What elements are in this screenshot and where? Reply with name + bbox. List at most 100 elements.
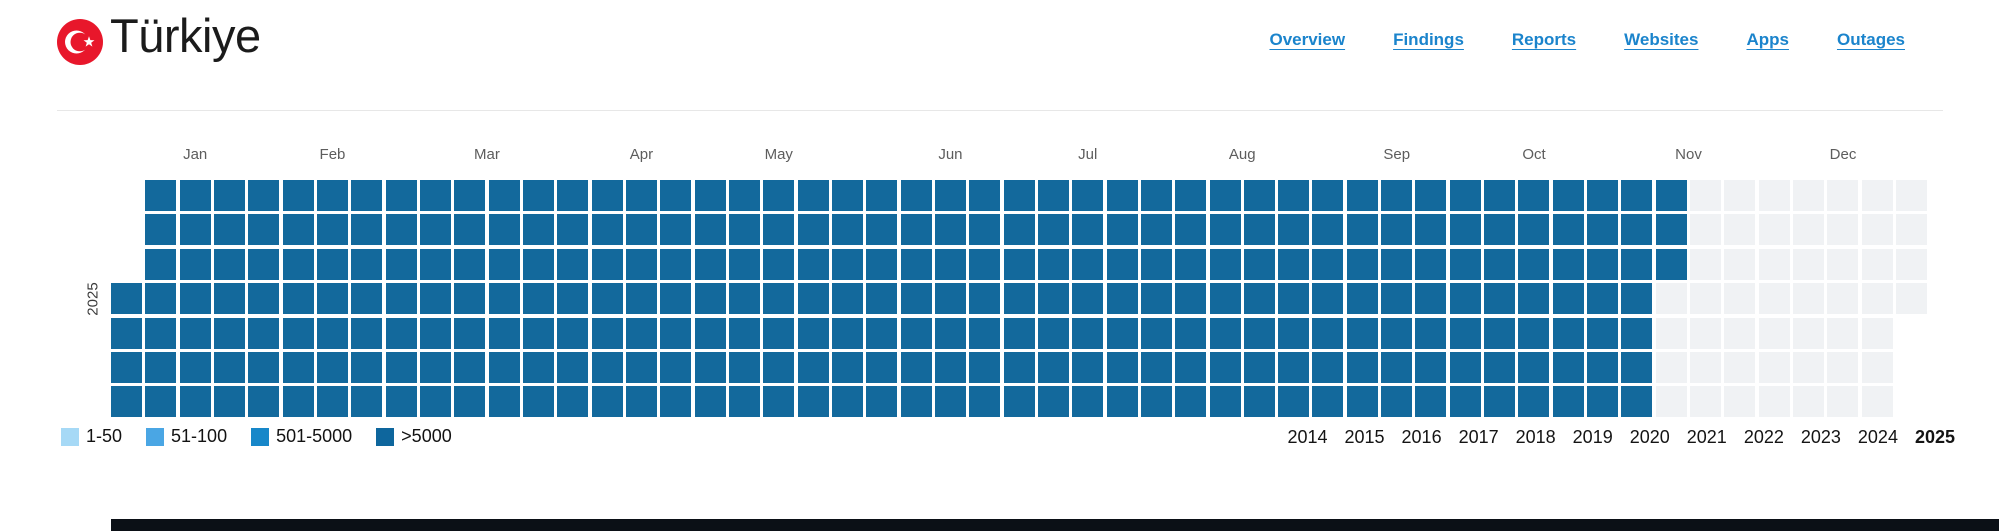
heatmap-cell[interactable] — [454, 386, 486, 418]
heatmap-cell[interactable] — [797, 386, 829, 418]
heatmap-cell[interactable] — [1243, 351, 1275, 383]
heatmap-cell[interactable] — [1484, 317, 1516, 349]
year-link-2024[interactable]: 2024 — [1857, 427, 1898, 447]
heatmap-cell[interactable] — [145, 248, 177, 280]
heatmap-cell[interactable] — [351, 317, 383, 349]
heatmap-cell[interactable] — [1415, 214, 1447, 246]
heatmap-cell[interactable] — [248, 180, 280, 211]
heatmap-cell[interactable] — [1312, 248, 1344, 280]
heatmap-cell[interactable] — [385, 351, 417, 383]
heatmap-cell[interactable] — [1621, 386, 1653, 418]
heatmap-cell[interactable] — [282, 214, 314, 246]
heatmap-cell[interactable] — [1140, 283, 1172, 315]
heatmap-cell[interactable] — [557, 214, 589, 246]
heatmap-cell[interactable] — [1449, 214, 1481, 246]
heatmap-cell[interactable] — [969, 386, 1001, 418]
heatmap-cell[interactable] — [763, 351, 795, 383]
heatmap-cell[interactable] — [1518, 214, 1550, 246]
heatmap-cell[interactable] — [351, 351, 383, 383]
heatmap-cell[interactable] — [591, 214, 623, 246]
heatmap-cell[interactable] — [419, 283, 451, 315]
heatmap-cell[interactable] — [969, 283, 1001, 315]
heatmap-cell[interactable] — [454, 317, 486, 349]
heatmap-cell[interactable] — [763, 248, 795, 280]
heatmap-cell[interactable] — [900, 386, 932, 418]
heatmap-cell[interactable] — [1037, 283, 1069, 315]
year-link-2023[interactable]: 2023 — [1800, 427, 1841, 447]
heatmap-cell[interactable] — [419, 180, 451, 211]
heatmap-cell[interactable] — [900, 351, 932, 383]
nav-link-overview[interactable]: Overview — [1269, 30, 1346, 49]
heatmap-cell[interactable] — [797, 214, 829, 246]
nav-link-websites[interactable]: Websites — [1624, 30, 1699, 49]
heatmap-cell[interactable] — [1140, 180, 1172, 211]
heatmap-cell[interactable] — [1587, 317, 1619, 349]
heatmap-cell[interactable] — [522, 386, 554, 418]
heatmap-cell[interactable] — [1003, 386, 1035, 418]
heatmap-cell[interactable] — [591, 248, 623, 280]
heatmap-cell[interactable] — [1072, 317, 1104, 349]
heatmap-cell[interactable] — [1278, 386, 1310, 418]
heatmap-cell[interactable] — [1037, 248, 1069, 280]
heatmap-cell[interactable] — [1621, 317, 1653, 349]
heatmap-cell[interactable] — [1484, 248, 1516, 280]
heatmap-cell[interactable] — [934, 214, 966, 246]
heatmap-cell[interactable] — [1003, 283, 1035, 315]
heatmap-cell[interactable] — [1003, 351, 1035, 383]
heatmap-cell[interactable] — [934, 283, 966, 315]
heatmap-cell[interactable] — [557, 283, 589, 315]
heatmap-cell[interactable] — [557, 351, 589, 383]
heatmap-cell[interactable] — [1312, 283, 1344, 315]
heatmap-cell[interactable] — [351, 283, 383, 315]
heatmap-cell[interactable] — [316, 214, 348, 246]
heatmap-cell[interactable] — [1346, 317, 1378, 349]
year-link-2016[interactable]: 2016 — [1401, 427, 1442, 447]
heatmap-cell[interactable] — [660, 248, 692, 280]
heatmap-cell[interactable] — [1037, 351, 1069, 383]
heatmap-cell[interactable] — [1175, 317, 1207, 349]
heatmap-cell[interactable] — [1381, 214, 1413, 246]
heatmap-cell[interactable] — [728, 283, 760, 315]
heatmap-cell[interactable] — [1037, 386, 1069, 418]
heatmap-cell[interactable] — [728, 214, 760, 246]
heatmap-cell[interactable] — [1312, 351, 1344, 383]
heatmap-cell[interactable] — [1106, 248, 1138, 280]
heatmap-cell[interactable] — [831, 214, 863, 246]
heatmap-cell[interactable] — [694, 180, 726, 211]
heatmap-cell[interactable] — [969, 214, 1001, 246]
heatmap-cell[interactable] — [1175, 214, 1207, 246]
heatmap-cell[interactable] — [969, 317, 1001, 349]
heatmap-cell[interactable] — [1655, 248, 1687, 280]
heatmap-cell[interactable] — [213, 386, 245, 418]
heatmap-cell[interactable] — [625, 386, 657, 418]
heatmap-cell[interactable] — [1140, 351, 1172, 383]
heatmap-cell[interactable] — [1415, 351, 1447, 383]
heatmap-cell[interactable] — [179, 351, 211, 383]
heatmap-cell[interactable] — [316, 248, 348, 280]
heatmap-cell[interactable] — [385, 248, 417, 280]
heatmap-cell[interactable] — [1037, 180, 1069, 211]
nav-link-reports[interactable]: Reports — [1511, 30, 1577, 49]
heatmap-cell[interactable] — [1415, 180, 1447, 211]
heatmap-cell[interactable] — [1346, 180, 1378, 211]
heatmap-cell[interactable] — [316, 283, 348, 315]
heatmap-cell[interactable] — [1449, 248, 1481, 280]
heatmap-cell[interactable] — [1175, 283, 1207, 315]
heatmap-cell[interactable] — [111, 317, 142, 349]
heatmap-cell[interactable] — [248, 351, 280, 383]
heatmap-cell[interactable] — [1346, 386, 1378, 418]
heatmap-cell[interactable] — [934, 386, 966, 418]
heatmap-cell[interactable] — [1278, 317, 1310, 349]
heatmap-cell[interactable] — [1552, 283, 1584, 315]
heatmap-cell[interactable] — [1415, 317, 1447, 349]
heatmap-cell[interactable] — [1243, 283, 1275, 315]
heatmap-cell[interactable] — [454, 214, 486, 246]
heatmap-cell[interactable] — [694, 248, 726, 280]
nav-link-findings[interactable]: Findings — [1393, 30, 1464, 49]
heatmap-cell[interactable] — [145, 351, 177, 383]
heatmap-cell[interactable] — [488, 386, 520, 418]
heatmap-cell[interactable] — [1415, 248, 1447, 280]
heatmap-cell[interactable] — [625, 180, 657, 211]
heatmap-cell[interactable] — [900, 214, 932, 246]
heatmap-cell[interactable] — [1621, 214, 1653, 246]
